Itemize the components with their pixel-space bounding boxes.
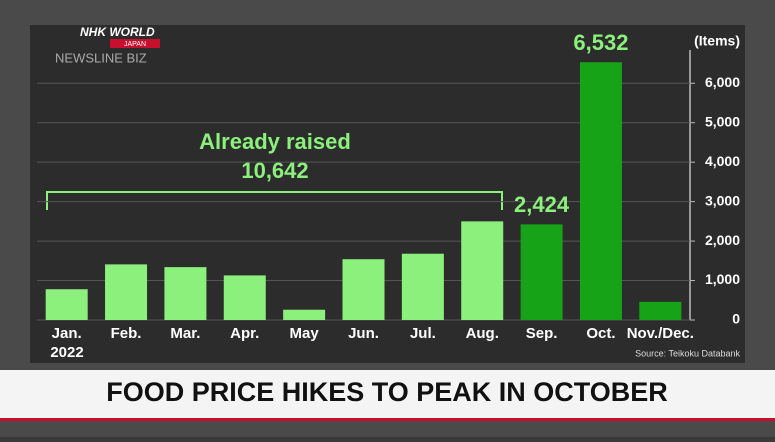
bar (342, 259, 385, 320)
value-label: 2,424 (514, 192, 570, 217)
x-tick-label: Aug. (466, 325, 499, 342)
y-tick-label: 5,000 (705, 113, 740, 129)
y-tick-label: 1,000 (705, 271, 740, 287)
brand: NHK WORLD (80, 25, 155, 39)
bar (223, 275, 266, 320)
x-tick-label: Nov./Dec. (627, 325, 694, 342)
brand-sub: JAPAN (124, 41, 146, 48)
x-tick-label: Feb. (111, 325, 142, 342)
x-tick-label: Oct. (586, 325, 615, 342)
x-tick-label: Sep. (526, 325, 558, 342)
bar (283, 309, 326, 320)
source: Source: Teikoku Databank (635, 348, 740, 358)
x-tick-label: Mar. (170, 325, 200, 342)
x-tick-label: Jan. (52, 325, 82, 342)
annotation: Already raised (199, 129, 351, 154)
headline: FOOD PRICE HIKES TO PEAK IN OCTOBER (106, 377, 668, 407)
y-tick-label: 3,000 (705, 192, 740, 208)
y-tick-label: 4,000 (705, 153, 740, 169)
bar (639, 301, 682, 320)
y-tick-label: 2,000 (705, 232, 740, 248)
bracket (46, 191, 503, 210)
y-tick-label: 6,000 (705, 74, 740, 90)
chart-panel (30, 25, 745, 363)
bar (401, 253, 444, 320)
bar (45, 289, 88, 320)
annotation-total: 10,642 (241, 158, 308, 183)
x-tick-label: May (290, 325, 320, 342)
bar (105, 264, 148, 320)
bar (461, 221, 504, 320)
bar (520, 224, 563, 320)
x-tick-label: Apr. (230, 325, 259, 342)
headline-rule (0, 418, 775, 421)
program: NEWSLINE BIZ (55, 50, 147, 65)
y-tick-label: 0 (732, 311, 740, 327)
bar (579, 62, 622, 320)
x-tick-label: Jun. (348, 325, 379, 342)
year-label: 2022 (50, 344, 83, 361)
x-tick-label: Jul. (410, 325, 436, 342)
y-axis-label: (Items) (694, 33, 740, 49)
value-label: 6,532 (573, 30, 628, 55)
headline-bar (0, 370, 775, 418)
brand-bar (110, 39, 160, 48)
bar (164, 267, 207, 320)
